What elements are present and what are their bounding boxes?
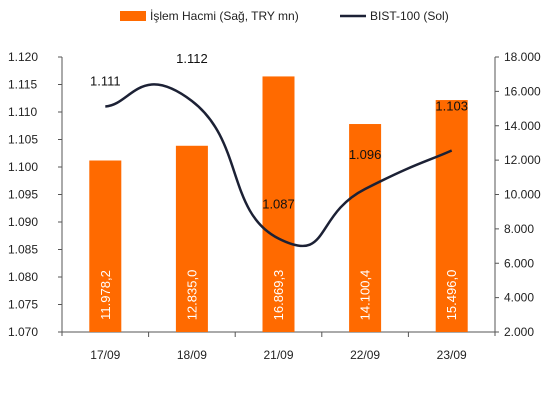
volume-bar-label: 11.978,2 — [98, 270, 113, 320]
left-tick-label: 1.085 — [8, 243, 38, 257]
volume-bar-label: 16.869,3 — [271, 270, 286, 321]
right-tick-label: 14.000 — [504, 119, 541, 133]
category-label: 18/09 — [177, 348, 207, 362]
bist100-value-label: 1.111 — [90, 74, 121, 89]
left-tick-label: 1.080 — [8, 270, 38, 284]
volume-bar — [89, 160, 122, 332]
left-tick-label: 1.105 — [8, 133, 38, 147]
bist100-value-label: 1.112 — [176, 51, 208, 66]
category-label: 23/09 — [437, 348, 467, 362]
category-label: 22/09 — [350, 348, 380, 362]
left-tick-label: 1.090 — [8, 215, 38, 229]
left-tick-label: 1.075 — [8, 298, 38, 312]
left-tick-label: 1.115 — [8, 78, 37, 92]
volume-bar — [349, 124, 382, 332]
left-tick-label: 1.095 — [8, 188, 38, 202]
right-tick-label: 2.000 — [504, 325, 534, 339]
category-label: 21/09 — [263, 348, 293, 362]
right-tick-label: 6.000 — [504, 256, 534, 270]
volume-bar-label: 15.496,0 — [444, 270, 459, 321]
legend-swatch-volume — [120, 11, 146, 21]
legend-label-volume: İşlem Hacmi (Sağ, TRY mn) — [150, 9, 299, 23]
bist100-value-label: 1.096 — [349, 147, 382, 162]
right-tick-label: 16.000 — [504, 84, 541, 98]
volume-bar — [175, 145, 208, 332]
category-label: 17/09 — [90, 348, 120, 362]
bist100-value-label: 1.103 — [435, 99, 468, 114]
bist100-value-label: 1.087 — [262, 197, 295, 212]
bist100-line — [105, 83, 453, 248]
right-tick-label: 12.000 — [504, 153, 541, 167]
right-tick-label: 18.000 — [504, 50, 541, 64]
volume-bar — [435, 100, 468, 332]
left-tick-label: 1.100 — [8, 160, 38, 174]
left-tick-label: 1.110 — [8, 105, 37, 119]
volume-bar-label: 14.100,4 — [358, 270, 373, 321]
right-tick-label: 10.000 — [504, 188, 541, 202]
legend-label-bist100: BIST-100 (Sol) — [370, 9, 449, 23]
right-tick-label: 4.000 — [504, 291, 534, 305]
volume-bar — [262, 76, 295, 333]
right-tick-label: 8.000 — [504, 222, 534, 236]
left-tick-label: 1.120 — [8, 50, 38, 64]
volume-bar-label: 12.835,0 — [184, 270, 199, 321]
left-tick-label: 1.070 — [8, 325, 38, 339]
